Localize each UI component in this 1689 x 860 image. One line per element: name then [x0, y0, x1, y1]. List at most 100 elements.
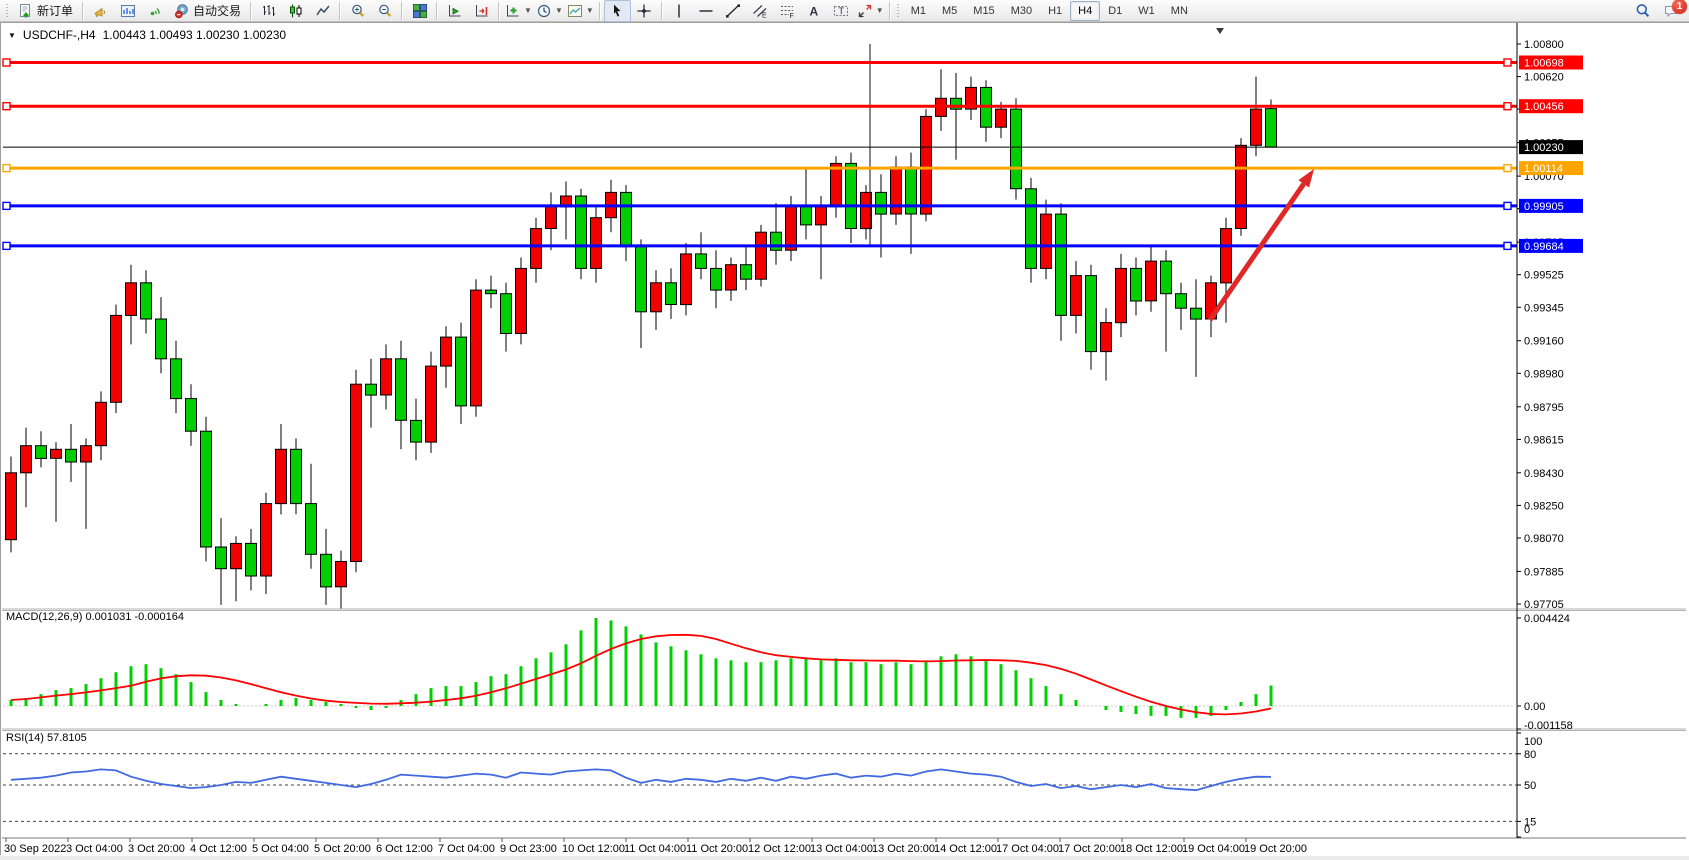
chart-canvas[interactable]: 1.008001.006201.004401.002551.000700.998… — [1, 23, 1689, 856]
dropdown-arrow-icon[interactable]: ▼ — [875, 6, 884, 15]
chart-shift-button[interactable] — [468, 0, 495, 22]
search-icon — [1636, 3, 1649, 17]
search-button[interactable] — [1629, 0, 1656, 22]
cursor-button[interactable] — [603, 0, 631, 22]
chart-shift-marker-icon[interactable] — [1216, 28, 1224, 34]
svg-text:15: 15 — [1524, 816, 1536, 828]
vertical-line-tool-button[interactable] — [666, 0, 693, 22]
horizontal-level-lines[interactable] — [2, 58, 1517, 251]
text-tool-button[interactable]: A — [801, 0, 828, 22]
svg-text:1.00114: 1.00114 — [1524, 163, 1563, 175]
bar-chart-mode-button[interactable] — [255, 0, 282, 22]
time-axis[interactable]: 30 Sep 2022 3 Oct 04:00 3 Oct 20:00 4 Oct 1… — [4, 838, 1307, 855]
zoom-in-button[interactable] — [344, 0, 371, 22]
toolbar-separator — [401, 1, 404, 20]
svg-text:12 Oct 12:00: 12 Oct 12:00 — [748, 843, 811, 855]
zoom-out-button[interactable] — [371, 0, 398, 22]
svg-text:6 Oct 12:00: 6 Oct 12:00 — [376, 843, 433, 855]
auto-scroll-icon — [448, 4, 461, 16]
notification-badge: 1 — [1672, 0, 1687, 14]
svg-text:17 Oct 20:00: 17 Oct 20:00 — [1058, 843, 1121, 855]
line-chart-mode-button[interactable] — [309, 0, 336, 22]
periods-button[interactable]: ▼ — [534, 0, 565, 22]
toolbar-separator — [598, 1, 601, 20]
trendline-tool-button[interactable] — [720, 0, 747, 22]
auto-scroll-button[interactable] — [441, 0, 468, 22]
bar-chart-icon — [262, 4, 275, 16]
svg-text:9 Oct 23:00: 9 Oct 23:00 — [500, 843, 557, 855]
timeframe-m1-button[interactable]: M1 — [910, 4, 926, 17]
cursor-icon — [614, 4, 621, 17]
svg-text:0.98980: 0.98980 — [1524, 368, 1564, 380]
svg-text:11 Oct 20:00: 11 Oct 20:00 — [686, 843, 748, 855]
svg-text:100: 100 — [1524, 736, 1542, 748]
toolbar-right-tools: 1 — [1629, 0, 1687, 22]
timeframe-m30-button[interactable]: M30 — [1010, 4, 1033, 17]
toolbar-drag-handle[interactable] — [5, 3, 10, 18]
market-watch-button[interactable] — [87, 0, 114, 22]
panel-separators[interactable] — [2, 608, 1686, 839]
svg-text:0.99684: 0.99684 — [1524, 241, 1564, 253]
new-order-button[interactable]: 新订单 — [12, 0, 79, 22]
svg-text:0.97885: 0.97885 — [1524, 566, 1564, 578]
toolbar-separator — [498, 1, 501, 20]
auto-trading-icon — [175, 3, 188, 18]
data-window-button[interactable] — [114, 0, 141, 22]
timeframe-h1-button[interactable]: H1 — [1048, 4, 1063, 17]
fibo-icon: F — [781, 5, 794, 19]
svg-text:0.004424: 0.004424 — [1524, 613, 1570, 625]
one-click-trading-arrow-icon[interactable]: ▼ — [8, 30, 16, 40]
toolbar-separator — [250, 1, 253, 20]
vline-icon — [678, 4, 680, 17]
fibonacci-tool-button[interactable]: F — [774, 0, 801, 22]
svg-text:0.98250: 0.98250 — [1524, 500, 1564, 512]
templates-button[interactable]: ▼ — [565, 0, 596, 22]
svg-text:17 Oct 04:00: 17 Oct 04:00 — [996, 843, 1059, 855]
horizontal-line-tool-button[interactable] — [693, 0, 720, 22]
toolbar-separator — [436, 1, 439, 20]
dropdown-arrow-icon[interactable]: ▼ — [585, 6, 594, 15]
dropdown-arrow-icon[interactable]: ▼ — [524, 6, 532, 15]
price-axis[interactable]: 1.008001.006201.004401.002551.000700.998… — [1516, 23, 1583, 838]
arrows-tool-button[interactable]: ▼ — [855, 0, 886, 22]
toolbar-drag-handle[interactable] — [895, 3, 901, 18]
trendline-icon — [726, 3, 741, 18]
timeframe-mn-button[interactable]: MN — [1170, 4, 1188, 17]
macd-panel: 0.004424 0.00 -0.001158 — [3, 613, 1573, 732]
crosshair-button[interactable] — [631, 0, 658, 22]
auto-trading-label: 自动交易 — [193, 4, 242, 18]
text-label-tool-button[interactable]: T — [828, 0, 855, 22]
strategy-signal-button[interactable] — [141, 0, 168, 22]
timeframe-d1-button[interactable]: D1 — [1108, 4, 1123, 17]
svg-text:F: F — [790, 13, 794, 19]
zoom-out-icon — [378, 4, 391, 17]
svg-text:11 Oct 04:00: 11 Oct 04:00 — [624, 843, 686, 855]
line-chart-icon — [315, 5, 330, 15]
svg-text:A: A — [810, 4, 819, 18]
timeframe-m5-button[interactable]: M5 — [942, 4, 958, 17]
svg-text:0.98430: 0.98430 — [1524, 468, 1564, 480]
trend-arrow-annotation[interactable] — [1207, 169, 1314, 322]
chart-ohlc-readout: 1.00443 1.00493 1.00230 1.00230 — [102, 28, 287, 42]
svg-text:80: 80 — [1524, 749, 1536, 761]
tile-windows-icon — [412, 3, 427, 18]
svg-text:0.99525: 0.99525 — [1524, 270, 1564, 282]
tile-windows-button[interactable] — [406, 0, 433, 22]
timeframe-m15-button[interactable]: M15 — [973, 4, 995, 17]
dropdown-arrow-icon[interactable]: ▼ — [554, 6, 563, 15]
notifications-button[interactable]: 1 — [1660, 0, 1687, 21]
svg-text:0.99905: 0.99905 — [1524, 201, 1564, 213]
candlestick-mode-button[interactable] — [282, 0, 309, 22]
auto-trading-button[interactable]: 自动交易 — [168, 0, 247, 22]
equidistant-channel-tool-button[interactable]: E — [747, 0, 774, 22]
svg-text:18 Oct 12:00: 18 Oct 12:00 — [1120, 843, 1183, 855]
svg-text:50: 50 — [1524, 780, 1536, 792]
megaphone-icon — [93, 7, 105, 17]
toolbar-separator — [660, 1, 663, 20]
timeframe-h4-button[interactable]: H4 — [1070, 0, 1101, 21]
svg-text:13 Oct 04:00: 13 Oct 04:00 — [810, 843, 873, 855]
main-toolbar: 新订单 自动交易 ▼ ▼ ▼ E F A T ▼ M1 M5 M15 M30 H1 H4 D1 W1 MN 1 — [0, 0, 1689, 22]
indicators-button[interactable]: ▼ — [503, 0, 534, 22]
timeframe-w1-button[interactable]: W1 — [1138, 4, 1155, 17]
